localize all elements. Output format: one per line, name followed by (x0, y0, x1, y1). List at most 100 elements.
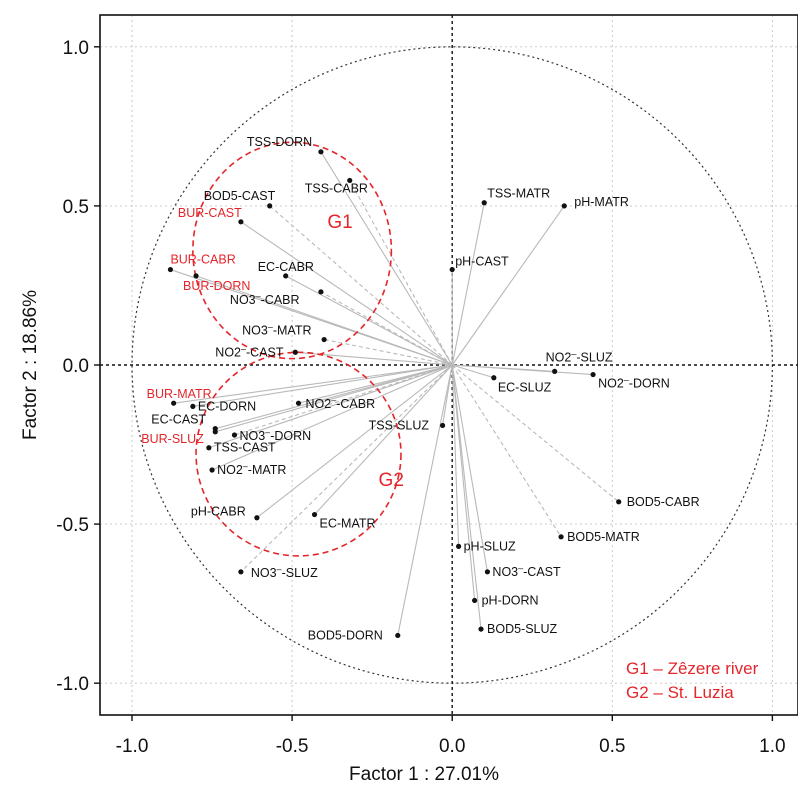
label-no2-cabr: NO2–-CABR (306, 395, 376, 411)
point-no3-matr (321, 336, 327, 343)
y-tick-label: -1.0 (56, 674, 89, 695)
loading-vectors (170, 151, 620, 636)
vector-ec-matr (314, 364, 453, 515)
ellipse-g1 (192, 141, 393, 360)
loading-points: TSS-DORN TSS-CABR BOD5-CAST BUR-CAST BUR-CAB… (141, 135, 699, 643)
y-tick-label: 0.5 (63, 197, 89, 218)
x-tick-label: -0.5 (276, 736, 309, 757)
vector-no2-matr (211, 364, 453, 471)
label-tss-cabr: TSS-CABR (305, 181, 368, 195)
vector-ph-cabr (256, 364, 453, 519)
point-ph-sluz (456, 543, 462, 549)
label-bod5-sluz: BOD5-SLUZ (487, 622, 558, 636)
point-no2-dorn (590, 371, 596, 378)
point-bur-cabr (167, 266, 174, 273)
point-ph-cabr (254, 515, 260, 521)
label-tss-dorn: TSS-DORN (247, 135, 312, 149)
label-ec-cast: EC-CAST (151, 413, 206, 427)
legend-entry-g1: G1 – Zêzere river (626, 659, 759, 678)
ellipse-g2 (195, 351, 402, 557)
vector-bod5-cast (269, 205, 453, 366)
x-tick-label: 1.0 (759, 736, 785, 757)
vector-ec-sluz (452, 364, 494, 379)
vector-ph-sluz (451, 364, 460, 547)
label-ph-matr: pH-MATR (574, 195, 629, 209)
x-axis-title: Factor 1 : 27.01% (349, 764, 499, 785)
label-ec-cabr: EC-CABR (258, 260, 314, 274)
vector-no3-sluz (240, 364, 453, 573)
point-tss-sluz (439, 422, 446, 429)
point-no3-dorn (231, 432, 238, 438)
point-no2-cabr (295, 400, 302, 406)
vector-bod5-matr (451, 364, 562, 538)
point-no2-sluz (552, 368, 558, 374)
point-no3-sluz (238, 569, 244, 575)
vector-ph-matr (451, 205, 565, 366)
label-bur-cast: BUR-CAST (178, 206, 242, 220)
vector-no3-matr (324, 339, 453, 366)
y-axis-title: Factor 2 : 18.86% (20, 290, 41, 440)
point-no3-cast (484, 569, 491, 575)
point-tss-dorn (318, 149, 324, 155)
axis-ticks: -1.0 -0.5 0.0 0.5 1.0 -1.0 -0.5 0.0 0.5 1.0 (56, 38, 785, 757)
vector-no3-cabr (320, 291, 453, 366)
group-ellipses: G1 G2 (192, 141, 404, 557)
x-tick-label: -1.0 (116, 736, 149, 757)
label-ph-cast: pH-CAST (455, 255, 509, 269)
label-ec-matr: EC-MATR (320, 517, 376, 531)
vector-tss-matr (451, 202, 485, 366)
point-tss-matr (481, 200, 487, 206)
point-ph-dorn (472, 597, 478, 604)
label-no3-cast: NO3–-CAST (492, 563, 561, 579)
vector-no2-dorn (452, 364, 594, 376)
label-bur-matr: BUR-MATR (147, 387, 212, 401)
label-bod5-cabr: BOD5-CABR (627, 495, 700, 509)
point-bur-cast (238, 219, 244, 225)
vector-no3-dorn (234, 364, 453, 436)
label-bur-cabr: BUR-CABR (170, 253, 235, 267)
label-no3-sluz: NO3–-SLUZ (251, 564, 318, 580)
vector-tss-cast (208, 364, 453, 449)
label-no2-cast: NO2–-CAST (215, 343, 284, 359)
point-bod5-sluz (478, 626, 484, 632)
vector-bod5-sluz (451, 364, 482, 630)
y-tick-label: 0.0 (63, 356, 89, 377)
point-bur-sluz (212, 429, 218, 435)
point-bod5-cabr (616, 499, 622, 505)
label-ec-dorn: EC-DORN (198, 399, 256, 413)
vector-bur-dorn (195, 275, 453, 366)
group-legend: G1 – Zêzere river G2 – St. Luzia (626, 659, 759, 702)
point-tss-cabr (347, 177, 353, 184)
group-label-g1: G1 (327, 212, 352, 233)
point-bod5-cast (267, 203, 273, 209)
label-bod5-matr: BOD5-MATR (567, 530, 640, 544)
label-bur-dorn: BUR-DORN (183, 279, 250, 293)
label-ph-sluz: pH-SLUZ (464, 539, 516, 553)
point-bod5-dorn (395, 632, 401, 639)
label-ec-sluz: EC-SLUZ (498, 381, 552, 395)
vector-tss-cabr (349, 180, 453, 366)
vector-bod5-cabr (451, 364, 620, 503)
y-tick-label: 1.0 (63, 38, 89, 59)
point-ph-cast (449, 266, 455, 273)
point-no2-matr (209, 467, 215, 473)
point-ec-cabr (283, 273, 289, 279)
label-tss-matr: TSS-MATR (487, 187, 550, 201)
vector-bur-matr (173, 364, 453, 404)
label-no2-dorn: NO2–-DORN (598, 375, 670, 391)
vector-bur-sluz (215, 364, 453, 433)
label-no2-sluz: NO2–-SLUZ (546, 348, 613, 364)
label-no2-matr: NO2–-MATR (217, 461, 286, 477)
label-bur-sluz: BUR-SLUZ (141, 432, 204, 446)
point-no2-cast (292, 349, 298, 355)
point-bod5-matr (558, 534, 564, 540)
label-tss-sluz: TSS-SLUZ (369, 418, 430, 432)
point-ec-dorn (190, 403, 196, 409)
point-ec-sluz (491, 375, 497, 381)
label-ph-cabr: pH-CABR (191, 505, 246, 519)
vector-no3-cast (451, 364, 488, 572)
point-bur-matr (171, 400, 177, 406)
x-tick-label: 0.5 (599, 736, 625, 757)
